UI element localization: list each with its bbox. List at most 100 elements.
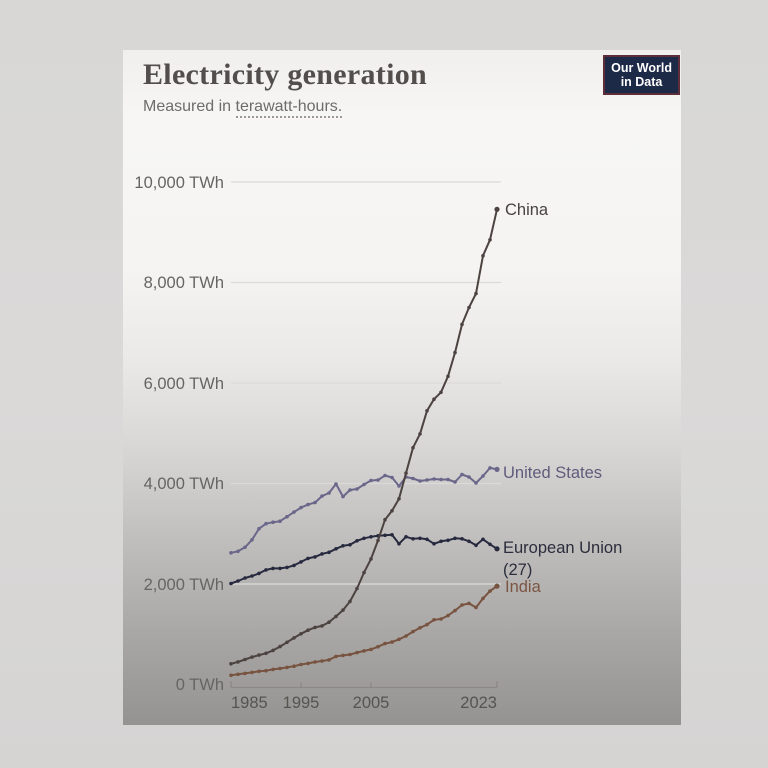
- data-point-european-union-27: [306, 556, 310, 561]
- series-label-european-union-27[interactable]: (27): [503, 561, 532, 579]
- data-point-china: [481, 253, 485, 258]
- data-point-china: [376, 538, 380, 543]
- data-point-european-union-27: [362, 536, 366, 541]
- data-point-india: [271, 667, 275, 672]
- data-point-european-union-27: [418, 536, 422, 541]
- y-tick-label: 4,000 TWh: [144, 475, 224, 493]
- data-point-india: [383, 641, 387, 646]
- y-tick-label: 8,000 TWh: [144, 274, 224, 292]
- data-point-united-states: [348, 488, 352, 492]
- data-point-china: [313, 625, 317, 630]
- data-point-india: [446, 613, 450, 618]
- data-point-china: [404, 471, 408, 475]
- data-point-china: [446, 374, 450, 379]
- data-point-united-states: [418, 479, 422, 483]
- data-point-india: [425, 622, 429, 627]
- data-point-china: [271, 648, 275, 653]
- series-label-india[interactable]: India: [505, 578, 542, 596]
- data-point-united-states: [320, 494, 324, 498]
- data-point-china: [383, 517, 387, 522]
- data-point-china: [257, 653, 261, 657]
- data-point-china: [334, 614, 338, 619]
- data-point-china: [229, 662, 233, 666]
- owid-logo[interactable]: Our World in Data: [603, 55, 680, 95]
- data-point-china: [494, 206, 500, 212]
- data-point-united-states: [355, 487, 359, 491]
- data-point-china: [278, 644, 282, 649]
- data-point-european-union-27: [278, 566, 282, 571]
- data-point-india: [257, 669, 261, 674]
- data-point-united-states: [250, 538, 254, 542]
- data-point-united-states: [243, 545, 247, 550]
- x-tick-label: 1995: [283, 694, 320, 712]
- data-point-china: [467, 305, 471, 310]
- y-axis-labels: 10,000 TWh 8,000 TWh 6,000 TWh 4,000 TWh…: [134, 174, 224, 694]
- data-point-european-union-27: [313, 555, 317, 559]
- data-point-united-states: [460, 472, 464, 477]
- data-point-european-union-27: [432, 542, 436, 546]
- data-point-european-union-27: [348, 543, 352, 547]
- data-point-united-states: [397, 484, 401, 488]
- data-point-united-states: [299, 505, 303, 510]
- data-point-india: [432, 618, 436, 622]
- data-point-india: [334, 654, 338, 659]
- data-point-china: [243, 657, 247, 662]
- data-point-india: [397, 637, 401, 642]
- data-point-china: [432, 397, 436, 402]
- series-line-india: [230, 585, 498, 677]
- data-point-india: [313, 660, 317, 664]
- data-point-european-union-27: [411, 537, 415, 541]
- data-point-united-states: [488, 466, 492, 470]
- data-point-united-states: [278, 519, 282, 523]
- series-labels: China United States European Union (27) …: [503, 201, 622, 596]
- data-point-united-states: [453, 480, 457, 484]
- data-point-european-union-27: [264, 568, 268, 572]
- data-point-india: [292, 664, 296, 668]
- data-point-india: [299, 662, 303, 667]
- data-point-china: [285, 640, 289, 645]
- data-point-china: [488, 238, 492, 242]
- data-point-european-union-27: [292, 563, 296, 568]
- data-point-european-union-27: [453, 536, 457, 541]
- x-tick-label: 2023: [460, 694, 497, 712]
- data-point-india: [418, 626, 422, 630]
- data-point-india: [355, 650, 359, 655]
- data-point-china: [411, 445, 415, 450]
- data-point-united-states: [369, 478, 373, 483]
- x-tick-label: 1985: [231, 694, 268, 712]
- data-point-india: [494, 583, 500, 589]
- data-point-china: [348, 599, 352, 604]
- series-united-states: [229, 466, 500, 555]
- subtitle-unit-link[interactable]: terawatt-hours.: [235, 98, 343, 118]
- chart-header: Electricity generation Measured in teraw…: [143, 59, 661, 118]
- data-point-european-union-27: [341, 544, 345, 548]
- data-point-china: [439, 390, 443, 395]
- data-point-china: [236, 660, 240, 664]
- data-point-european-union-27: [404, 535, 408, 539]
- series-label-china[interactable]: China: [505, 201, 549, 219]
- series-india: [229, 583, 500, 678]
- data-point-united-states: [439, 477, 443, 482]
- data-point-india: [348, 652, 352, 657]
- data-point-india: [376, 644, 380, 649]
- series-label-european-union[interactable]: European Union: [503, 539, 622, 557]
- data-point-india: [411, 629, 415, 634]
- data-point-china: [460, 322, 464, 327]
- data-point-india: [285, 665, 289, 670]
- data-point-european-union-27: [327, 550, 331, 555]
- gridlines: [231, 181, 501, 585]
- data-point-india: [481, 596, 485, 601]
- data-point-european-union-27: [334, 547, 338, 551]
- series-label-united-states[interactable]: United States: [503, 464, 602, 482]
- data-point-india: [327, 658, 331, 662]
- data-point-european-union-27: [236, 579, 240, 583]
- data-point-european-union-27: [446, 538, 450, 543]
- data-point-united-states: [236, 549, 240, 554]
- series-line-china: [230, 208, 498, 665]
- data-point-china: [355, 586, 359, 591]
- data-point-european-union-27: [320, 552, 324, 556]
- data-point-china: [425, 409, 429, 413]
- data-point-european-union-27: [229, 581, 233, 586]
- data-point-china: [390, 509, 394, 513]
